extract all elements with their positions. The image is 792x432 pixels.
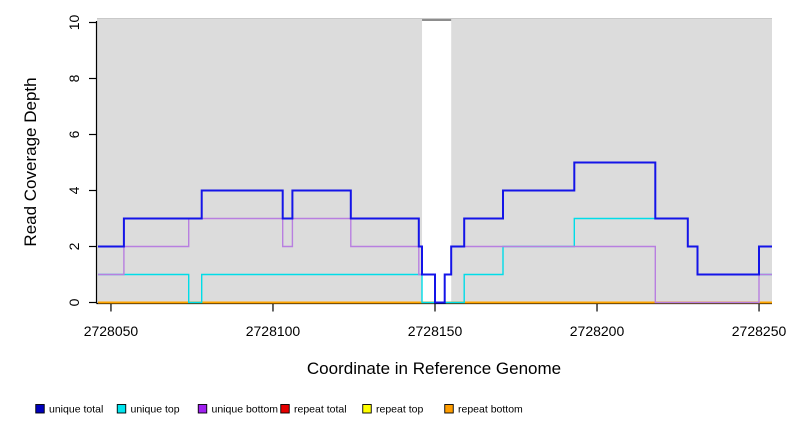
- legend-label-repeat_bottom: repeat bottom: [458, 404, 523, 416]
- y-tick-label: 10: [66, 15, 82, 31]
- x-tick-label: 2728150: [408, 323, 463, 339]
- series-line-unique_total: [98, 161, 772, 304]
- x-tick-label: 2728250: [732, 323, 787, 339]
- legend-swatch-repeat_top: [362, 404, 372, 414]
- y-tick-label: 2: [66, 242, 82, 250]
- legend-label-unique_total: unique total: [49, 404, 103, 416]
- y-axis-title: Read Coverage Depth: [21, 77, 40, 246]
- legend-label-repeat_total: repeat total: [294, 404, 347, 416]
- x-tick-label: 2728100: [246, 323, 301, 339]
- legend-swatch-unique_bottom: [197, 404, 208, 414]
- x-tick-label: 2728200: [570, 323, 625, 339]
- no-coverage-gap: [422, 19, 452, 303]
- chart-legend: unique total unique top unique bottom repea…: [35, 404, 523, 416]
- legend-swatch-repeat_total: [280, 404, 290, 414]
- y-tick-label: 8: [66, 74, 82, 82]
- legend-label-unique_bottom: unique bottom: [212, 404, 279, 416]
- y-tick-label: 0: [66, 298, 82, 306]
- legend-swatch-repeat_bottom: [444, 404, 454, 414]
- y-tick-label: 6: [66, 130, 82, 138]
- legend-label-repeat_top: repeat top: [376, 404, 423, 416]
- legend-label-unique_top: unique top: [131, 404, 180, 416]
- y-tick-label: 4: [66, 186, 82, 194]
- plot-layer: 0 2 4 6 8 10 2728050 2728100 2728150 2728200 27282…: [66, 15, 786, 339]
- legend-swatch-unique_top: [116, 404, 127, 414]
- x-axis-title: Coordinate in Reference Genome: [307, 359, 561, 378]
- series-line-unique_bottom: [98, 217, 772, 304]
- x-tick-label: 2728050: [84, 323, 139, 339]
- legend-swatch-unique_total: [35, 404, 45, 414]
